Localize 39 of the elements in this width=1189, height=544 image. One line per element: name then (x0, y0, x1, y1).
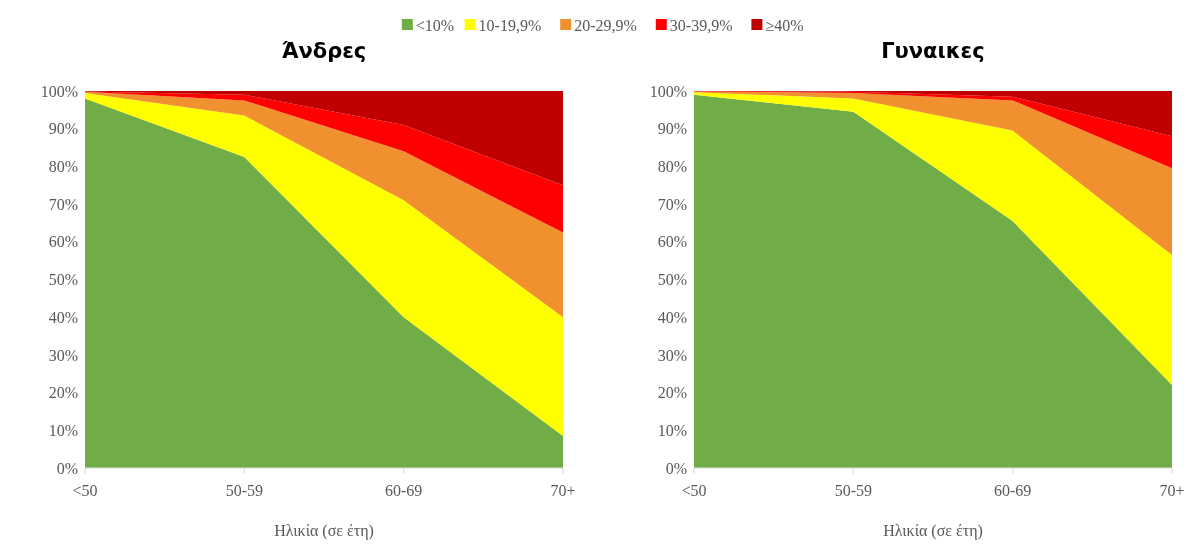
y-tick-label: 90% (48, 120, 78, 138)
x-tick-label: 50-59 (834, 482, 872, 499)
y-tick-label: 70% (48, 195, 78, 213)
x-tick-label: 60-69 (994, 482, 1032, 499)
y-tick-label: 50% (657, 271, 687, 289)
y-tick-label: 100% (649, 82, 687, 100)
x-tick-label: <50 (681, 482, 707, 499)
x-tick-label: 50-59 (225, 482, 263, 499)
x-axis-title: Ηλικία (σε έτη) (883, 522, 983, 540)
y-tick-label: 10% (657, 421, 687, 439)
chart-title: Γυναικες (881, 39, 985, 63)
legend-label: 30-39,9% (669, 16, 733, 34)
y-tick-label: 100% (40, 82, 78, 100)
x-tick-label: 70+ (1159, 482, 1185, 499)
y-tick-label: 30% (657, 346, 687, 364)
x-tick-label: <50 (72, 482, 98, 499)
legend-label: ≥40% (765, 16, 804, 34)
y-tick-label: 10% (48, 421, 78, 439)
y-tick-label: 80% (657, 158, 687, 175)
y-tick-label: 40% (657, 308, 687, 326)
y-tick-label: 0% (56, 459, 78, 477)
x-tick-label: 70+ (550, 482, 576, 499)
y-tick-label: 80% (48, 158, 78, 175)
y-tick-label: 50% (48, 271, 78, 289)
x-axis-title: Ηλικία (σε έτη) (274, 522, 374, 540)
y-tick-label: 20% (48, 384, 78, 402)
x-tick-label: 60-69 (385, 482, 423, 499)
legend-label: 10-19,9% (478, 16, 542, 34)
y-tick-label: 90% (657, 120, 687, 138)
y-tick-label: 60% (48, 233, 78, 251)
y-tick-label: 70% (657, 195, 687, 213)
chart-title: Άνδρες (281, 39, 367, 63)
y-tick-label: 20% (657, 384, 687, 402)
y-tick-label: 30% (48, 346, 78, 364)
legend-label: <10% (415, 16, 455, 34)
y-tick-label: 40% (48, 308, 78, 326)
y-tick-label: 0% (665, 459, 687, 477)
legend-label: 20-29,9% (574, 16, 637, 34)
y-tick-label: 60% (657, 233, 687, 251)
